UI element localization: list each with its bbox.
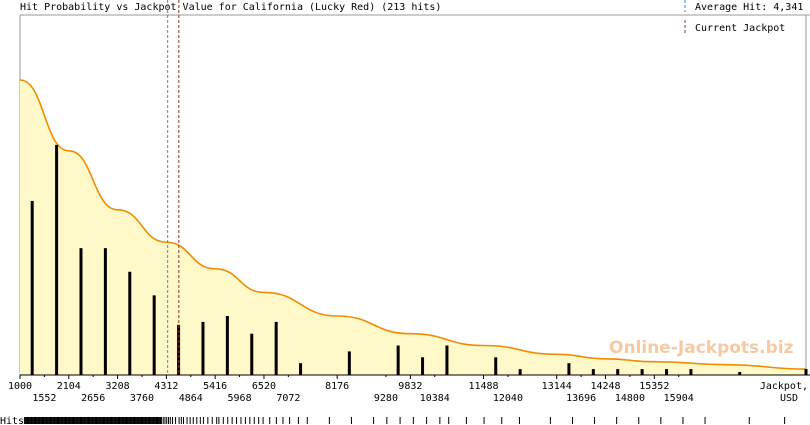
x-tick-label: 15352 xyxy=(639,381,669,392)
bar xyxy=(274,321,278,375)
bar xyxy=(55,144,59,375)
x-tick-label: 14800 xyxy=(615,393,645,404)
x-tick-label: 13696 xyxy=(566,393,596,404)
probability-area xyxy=(20,80,806,375)
x-tick-label: 1000 xyxy=(8,381,32,392)
hits-rug xyxy=(23,417,786,424)
x-tick-label: 15904 xyxy=(664,393,694,404)
bar xyxy=(299,363,303,375)
x-tick-label: 9832 xyxy=(398,381,422,392)
bar xyxy=(421,357,425,375)
bar xyxy=(494,357,498,375)
x-tick-label: 11488 xyxy=(468,381,498,392)
bar xyxy=(591,369,595,375)
bar xyxy=(177,324,181,375)
x-tick-label: 4864 xyxy=(179,393,203,404)
x-tick-label: 3760 xyxy=(130,393,154,404)
bar xyxy=(347,351,351,375)
chart-title: Hit Probability vs Jackpot Value for Cal… xyxy=(20,2,441,13)
x-tick-label: 5968 xyxy=(228,393,252,404)
bar xyxy=(128,271,132,375)
legend: Average Hit: 4,341 Current Jackpot xyxy=(684,0,803,34)
bar xyxy=(201,321,205,375)
x-tick-label: 4312 xyxy=(154,381,178,392)
x-axis-label-line2: USD xyxy=(780,393,798,404)
x-tick-label: 14248 xyxy=(590,381,620,392)
bar xyxy=(616,369,620,375)
x-tick-label: 5416 xyxy=(203,381,227,392)
x-tick-label: 13144 xyxy=(542,381,572,392)
bar xyxy=(30,200,34,375)
legend-current-label: Current Jackpot xyxy=(695,23,785,34)
bar xyxy=(518,369,522,375)
x-axis-label-line1: Jackpot, xyxy=(760,381,808,392)
probability-curve xyxy=(19,79,807,370)
x-tick-label: 12040 xyxy=(493,393,523,404)
bar xyxy=(665,369,669,375)
bar xyxy=(640,369,644,375)
bar xyxy=(738,372,742,375)
x-tick-label: 8176 xyxy=(325,381,349,392)
x-tick-label: 6520 xyxy=(252,381,276,392)
x-tick-label: 9280 xyxy=(374,393,398,404)
bar-series xyxy=(30,144,808,375)
x-axis-ticks: 1000 2104 3208 4312 5416 6520 8176 9832 11488 131… xyxy=(8,375,694,404)
x-tick-label: 1552 xyxy=(32,393,56,404)
hits-label: Hits xyxy=(0,416,24,425)
bar xyxy=(152,295,156,375)
bar xyxy=(689,369,693,375)
bar xyxy=(103,248,107,375)
bar xyxy=(225,316,229,375)
x-tick-label: 7072 xyxy=(276,393,300,404)
bar xyxy=(567,363,571,375)
legend-average-label: Average Hit: 4,341 xyxy=(695,2,803,13)
x-tick-label: 2656 xyxy=(81,393,105,404)
bar xyxy=(396,345,400,375)
bar xyxy=(79,248,83,375)
bar xyxy=(250,333,254,375)
x-tick-label: 3208 xyxy=(106,381,130,392)
x-tick-label: 10384 xyxy=(420,393,450,404)
bar xyxy=(445,345,449,375)
x-tick-label: 2104 xyxy=(57,381,81,392)
watermark: Online-Jackpots.biz xyxy=(609,338,794,358)
bar xyxy=(804,369,808,375)
